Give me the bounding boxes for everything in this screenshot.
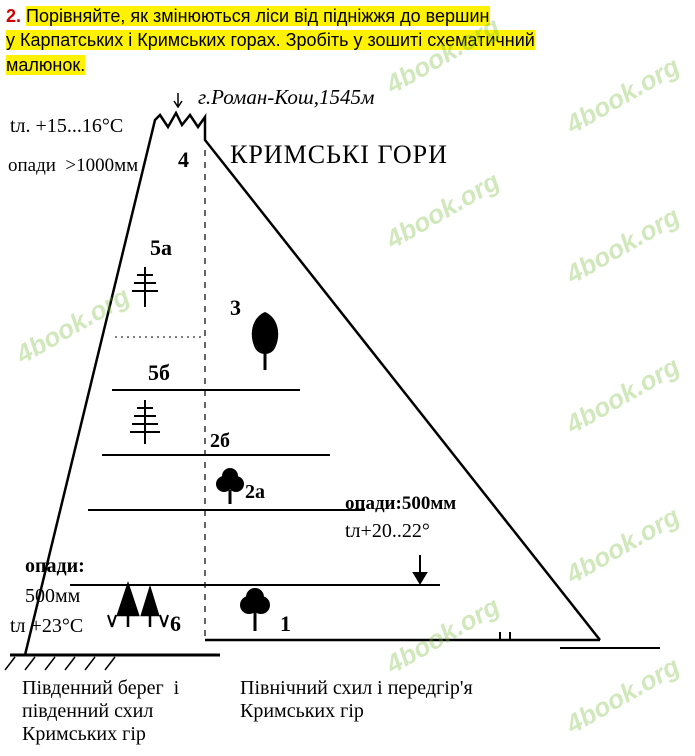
task-line3: малюнок. (6, 55, 85, 75)
zone-2b: 2б (210, 430, 230, 453)
caption-left-3: Кримських гір (22, 723, 146, 746)
task-line2: у Карпатських і Кримських горах. Зробіть… (6, 30, 535, 50)
zone-5b: 5б (148, 360, 170, 386)
zone-6: 6 (170, 611, 181, 637)
caption-right-2: Кримських гір (240, 700, 364, 723)
bl-precip-label: опади: (25, 555, 85, 578)
task-number: 2. (6, 6, 21, 26)
bl-temp: tл +23°С (10, 615, 83, 638)
zone-4: 4 (178, 147, 189, 173)
zone-3: 3 (230, 295, 241, 321)
zone-1: 1 (280, 611, 291, 637)
mountain-svg (0, 85, 695, 755)
left-temp: tл. +15...16°C (10, 115, 123, 138)
diagram-stage: г.Роман-Кош,1545м КРИМСЬКІ ГОРИ tл. +15.… (0, 85, 695, 755)
caption-left-1: Південний берег і (22, 677, 179, 700)
left-precip: опади >1000мм (8, 155, 138, 177)
diagram-title: КРИМСЬКІ ГОРИ (230, 140, 448, 170)
caption-right-1: Північний схил і передгір'я (240, 677, 473, 700)
right-temp: tл+20..22° (345, 520, 430, 543)
peak-label: г.Роман-Кош,1545м (198, 85, 374, 110)
bl-precip-value: 500мм (25, 585, 80, 608)
task-block: 2. Порівняйте, як змінюються ліси від пі… (0, 0, 695, 81)
caption-left-2: південний схил (22, 700, 153, 723)
zone-5a: 5а (150, 235, 172, 261)
right-precip: опади:500мм (345, 493, 456, 515)
task-line1: Порівняйте, як змінюються ліси від підні… (26, 6, 489, 26)
zone-2a: 2а (245, 481, 265, 504)
